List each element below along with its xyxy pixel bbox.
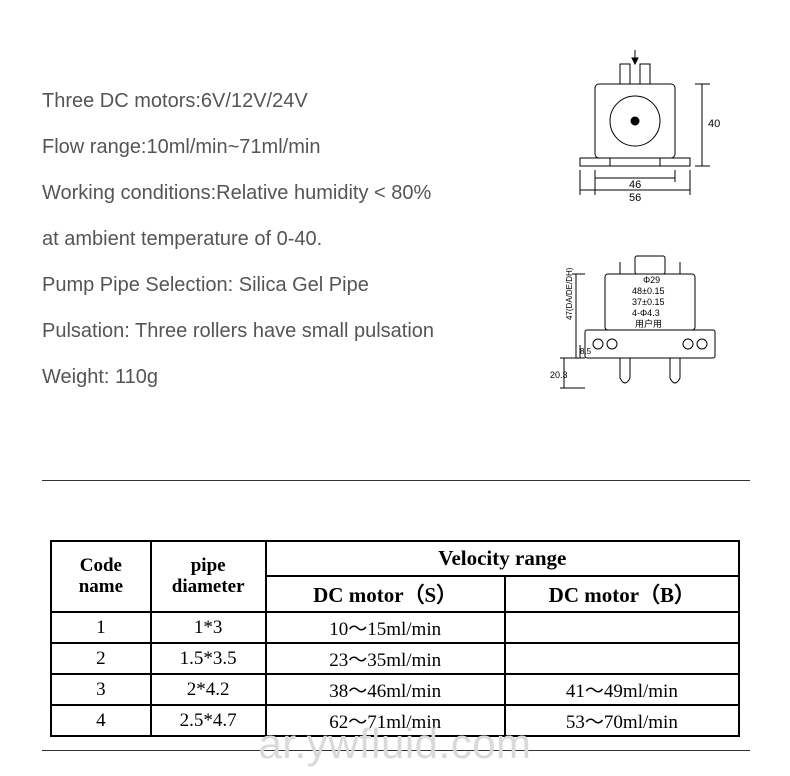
dim-left1: 47(DA/DE/DH) — [565, 267, 574, 320]
spec-cond-b: at ambient temperature of 0-40. — [42, 216, 542, 262]
th-motor-b: DC motor（B） — [505, 576, 739, 612]
dim-d1: Φ29 — [643, 275, 660, 285]
cell-s: 10～15ml/min — [266, 612, 505, 643]
dim-left3: 8.5 — [580, 347, 592, 356]
table-row: 3 2*4.2 38～46ml/min 41～49ml/min — [51, 674, 739, 705]
dim-left2: 20.3 — [550, 370, 568, 380]
th-pipe: pipe diameter — [151, 541, 266, 612]
dim-d3: 37±0.15 — [632, 297, 664, 307]
tech-drawing-front: Φ29 48±0.15 37±0.15 4-Φ4.3 用户用 47(DA/DE/… — [550, 250, 740, 410]
spec-weight: Weight: 110g — [42, 354, 542, 400]
cell-pipe: 1*3 — [151, 612, 266, 643]
divider-bottom — [42, 750, 750, 751]
cell-code: 3 — [51, 674, 151, 705]
cell-s: 23～35ml/min — [266, 643, 505, 674]
cell-b — [505, 643, 739, 674]
tech-drawing-top: 40 46 56 — [550, 50, 740, 210]
spec-pulsation: Pulsation: Three rollers have small puls… — [42, 308, 542, 354]
spec-cond-a: Working conditions:Relative humidity < 8… — [42, 170, 542, 216]
velocity-table-wrap: Code name pipe diameter Velocity range D… — [50, 540, 740, 737]
cell-b — [505, 612, 739, 643]
cell-pipe: 2.5*4.7 — [151, 705, 266, 736]
dim-w2: 56 — [629, 192, 641, 204]
table-row: 4 2.5*4.7 62～71ml/min 53～70ml/min — [51, 705, 739, 736]
dim-height: 40 — [708, 118, 720, 130]
cell-pipe: 1.5*3.5 — [151, 643, 266, 674]
dim-d4: 4-Φ4.3 — [632, 308, 660, 318]
cell-b: 53～70ml/min — [505, 705, 739, 736]
th-code: Code name — [51, 541, 151, 612]
table-row: 1 1*3 10～15ml/min — [51, 612, 739, 643]
cell-code: 1 — [51, 612, 151, 643]
dim-w1: 46 — [629, 179, 641, 191]
spec-pipe: Pump Pipe Selection: Silica Gel Pipe — [42, 262, 542, 308]
table-row: 2 1.5*3.5 23～35ml/min — [51, 643, 739, 674]
cell-code: 2 — [51, 643, 151, 674]
spec-motors: Three DC motors:6V/12V/24V — [42, 78, 542, 124]
cell-pipe: 2*4.2 — [151, 674, 266, 705]
divider-top — [42, 480, 750, 481]
velocity-table: Code name pipe diameter Velocity range D… — [50, 540, 740, 737]
cell-code: 4 — [51, 705, 151, 736]
cell-b: 41～49ml/min — [505, 674, 739, 705]
spec-block: Three DC motors:6V/12V/24V Flow range:10… — [42, 78, 542, 400]
dim-d2: 48±0.15 — [632, 286, 664, 296]
cell-s: 62～71ml/min — [266, 705, 505, 736]
th-velocity: Velocity range — [266, 541, 739, 576]
dim-d5: 用户用 — [635, 318, 662, 329]
th-motor-s: DC motor（S） — [266, 576, 505, 612]
spec-flow: Flow range:10ml/min~71ml/min — [42, 124, 542, 170]
cell-s: 38～46ml/min — [266, 674, 505, 705]
